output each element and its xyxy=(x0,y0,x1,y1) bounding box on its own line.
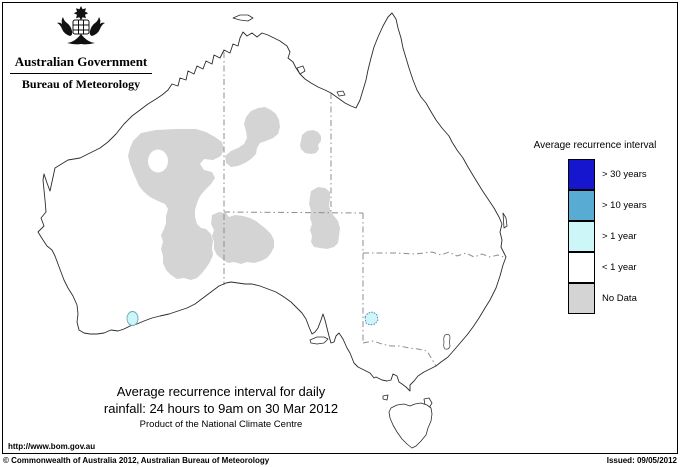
legend-row: > 30 years xyxy=(568,158,674,190)
state-border-nt-sa xyxy=(223,211,364,214)
legend-row: No Data xyxy=(568,282,674,314)
recurrence-spot-nsw xyxy=(364,311,379,326)
legend: Average recurrence interval > 30 years >… xyxy=(516,140,674,314)
no-data-region xyxy=(211,212,274,264)
king-island xyxy=(382,394,389,401)
legend-row: > 1 year xyxy=(568,220,674,252)
legend-swatch-gt30 xyxy=(568,158,595,190)
legend-row: < 1 year xyxy=(568,251,674,283)
islands xyxy=(232,14,508,449)
legend-title: Average recurrence interval xyxy=(533,140,657,151)
logo-divider xyxy=(10,73,152,74)
map-title-line2: rainfall: 24 hours to 9am on 30 Mar 2012 xyxy=(103,400,339,416)
no-data-region xyxy=(225,107,280,167)
legend-swatch-lt1 xyxy=(568,251,595,283)
copyright-text: © Commonwealth of Australia 2012, Austra… xyxy=(3,456,270,465)
coat-of-arms-icon xyxy=(57,6,105,45)
legend-label: < 1 year xyxy=(602,262,637,273)
kangaroo-silhouette xyxy=(57,17,73,36)
act-border xyxy=(443,334,451,350)
no-data-region xyxy=(300,130,321,154)
groote-island xyxy=(296,65,306,75)
map-title-block: Average recurrence interval for daily ra… xyxy=(56,384,386,431)
government-title: Australian Government xyxy=(14,54,148,69)
state-border-qld-nsw xyxy=(363,251,505,258)
emu-silhouette xyxy=(89,17,105,36)
no-data-inner-gap xyxy=(148,149,168,173)
recurrence-spot-wa xyxy=(126,311,139,326)
fraser-island xyxy=(502,212,508,229)
tasmania xyxy=(388,402,433,449)
kangaroo-island xyxy=(309,336,329,345)
state-borders xyxy=(223,52,505,367)
legend-swatch-nodata xyxy=(568,282,595,314)
bureau-title: Bureau of Meteorology xyxy=(21,77,141,91)
legend-rows: > 30 years > 10 years > 1 year < 1 year … xyxy=(568,158,674,314)
legend-swatch-gt1 xyxy=(568,220,595,252)
bom-url: http://www.bom.gov.au xyxy=(8,442,96,451)
legend-label: > 1 year xyxy=(602,231,637,242)
issued-date: Issued: 09/05/2012 xyxy=(606,456,677,465)
recurrence-spots xyxy=(126,311,379,326)
mornington-island xyxy=(336,90,346,97)
legend-row: > 10 years xyxy=(568,189,674,221)
map-title-line1: Average recurrence interval for daily xyxy=(116,384,326,399)
legend-label: > 10 years xyxy=(602,200,647,211)
australia-coastline xyxy=(38,13,506,391)
no-data-region xyxy=(309,187,340,249)
map-title-line3: Product of the National Climate Centre xyxy=(139,419,303,431)
melville-island xyxy=(232,14,254,22)
legend-label: > 30 years xyxy=(602,169,647,180)
legend-label: No Data xyxy=(602,293,637,304)
legend-swatch-gt10 xyxy=(568,189,595,221)
bom-logo-block: Australian Government Bureau of Meteorol… xyxy=(6,4,156,92)
coastline-stroke xyxy=(37,12,507,392)
